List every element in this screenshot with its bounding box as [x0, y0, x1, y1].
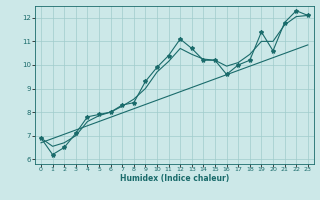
X-axis label: Humidex (Indice chaleur): Humidex (Indice chaleur): [120, 174, 229, 183]
